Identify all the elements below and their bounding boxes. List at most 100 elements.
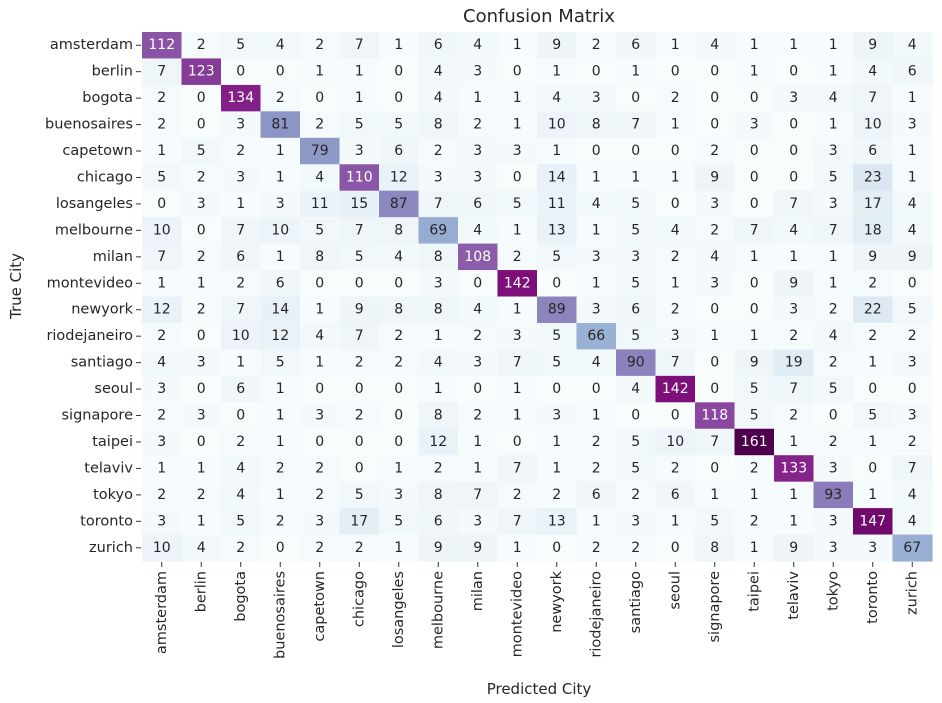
cell-value-label: 5: [552, 328, 561, 344]
heatmap-cell: [260, 217, 301, 245]
heatmap-cell: [181, 455, 222, 483]
cell-value-label: 3: [908, 117, 917, 133]
heatmap-cell: [813, 164, 854, 192]
heatmap-cell: [853, 84, 894, 112]
heatmap-cell: [142, 190, 183, 218]
cell-value-label: 5: [157, 169, 166, 185]
heatmap-cell: [339, 534, 380, 562]
heatmap-cell: [379, 217, 420, 245]
cell-value-label: 10: [271, 222, 289, 238]
heatmap-cell: [853, 349, 894, 377]
heatmap-cell: [497, 190, 538, 218]
heatmap-cell: [260, 375, 301, 403]
cell-value-label: 12: [429, 434, 447, 450]
cell-value-label: 8: [434, 117, 443, 133]
cell-value-label: 9: [434, 540, 443, 556]
heatmap-cell: [616, 481, 657, 509]
cell-value-label: 2: [829, 355, 838, 371]
heatmap-cell: [379, 534, 420, 562]
cell-value-label: 1: [868, 434, 877, 450]
y-tick-label: seoul: [94, 381, 133, 397]
cell-value-label: 7: [513, 355, 522, 371]
heatmap-cell: [458, 137, 499, 165]
cell-value-label: 8: [434, 408, 443, 424]
cell-value-label: 3: [236, 169, 245, 185]
cell-value-label: 1: [513, 117, 522, 133]
cell-value-label: 7: [829, 222, 838, 238]
cell-value-label: 2: [315, 117, 324, 133]
heatmap-cell: [655, 428, 696, 456]
cell-value-label: 5: [236, 513, 245, 529]
heatmap-cell: [260, 534, 301, 562]
heatmap-cell: [537, 402, 578, 430]
cell-value-label: 4: [552, 90, 561, 106]
cell-value-label: 1: [513, 37, 522, 53]
cell-value-label: 4: [434, 64, 443, 80]
heatmap-cell: [497, 428, 538, 456]
heatmap-cell: [260, 402, 301, 430]
cell-value-label: 5: [908, 302, 917, 318]
cell-value-label: 4: [710, 249, 719, 265]
cell-value-label: 7: [789, 381, 798, 397]
cell-value-label: 9: [789, 275, 798, 291]
heatmap-cell: [892, 217, 933, 245]
cell-value-label: 134: [227, 90, 254, 106]
heatmap-cell: [655, 111, 696, 139]
heatmap-cell: [181, 508, 222, 536]
heatmap-cell: [892, 270, 933, 298]
heatmap-cell: [339, 508, 380, 536]
heatmap-cell: [181, 270, 222, 298]
cell-value-label: 3: [829, 513, 838, 529]
cell-value-label: 1: [276, 143, 285, 159]
cell-value-label: 1: [750, 249, 759, 265]
heatmap-cell: [892, 243, 933, 271]
cell-value-label: 2: [868, 275, 877, 291]
heatmap-cell: [813, 217, 854, 245]
heatmap-cell: [892, 84, 933, 112]
cell-value-label: 11: [548, 196, 566, 212]
cell-value-label: 2: [315, 37, 324, 53]
cell-value-label: 17: [350, 513, 368, 529]
cell-value-label: 5: [394, 117, 403, 133]
heatmap-cell: [379, 190, 420, 218]
heatmap-cell: [339, 455, 380, 483]
cell-value-label: 4: [434, 90, 443, 106]
heatmap-cell: [537, 217, 578, 245]
cell-value-label: 2: [671, 90, 680, 106]
cell-value-label: 8: [394, 302, 403, 318]
heatmap-cell: [300, 534, 341, 562]
heatmap-cell: [418, 349, 459, 377]
cell-value-label: 6: [631, 302, 640, 318]
heatmap-cell: [339, 481, 380, 509]
heatmap-cell: [734, 508, 775, 536]
cell-value-label: 1: [473, 434, 482, 450]
y-tick-label: buenosaires: [45, 117, 133, 133]
heatmap-cell: [853, 534, 894, 562]
heatmap-cell: [774, 190, 815, 218]
heatmap-cell: [221, 296, 262, 324]
cell-value-label: 3: [592, 90, 601, 106]
cell-value-label: 0: [710, 90, 719, 106]
cell-value-label: 1: [750, 487, 759, 503]
cell-value-label: 5: [236, 37, 245, 53]
cell-value-label: 7: [513, 513, 522, 529]
cell-value-label: 10: [666, 434, 684, 450]
heatmap-cell: [300, 402, 341, 430]
heatmap-cell: [458, 296, 499, 324]
heatmap-cell: [537, 84, 578, 112]
cell-value-label: 22: [864, 302, 882, 318]
heatmap-cell: [576, 32, 617, 60]
cell-value-label: 3: [236, 117, 245, 133]
cell-value-label: 7: [434, 196, 443, 212]
heatmap-cell: [260, 111, 301, 139]
cell-value-label: 0: [197, 434, 206, 450]
cell-value-label: 6: [394, 143, 403, 159]
heatmap-cell: [497, 455, 538, 483]
cell-value-label: 1: [355, 64, 364, 80]
heatmap-cell: [813, 58, 854, 86]
heatmap-cell: [853, 296, 894, 324]
heatmap-cell: [774, 32, 815, 60]
heatmap-cell: [853, 375, 894, 403]
cell-value-label: 1: [315, 355, 324, 371]
heatmap-cell: [221, 137, 262, 165]
